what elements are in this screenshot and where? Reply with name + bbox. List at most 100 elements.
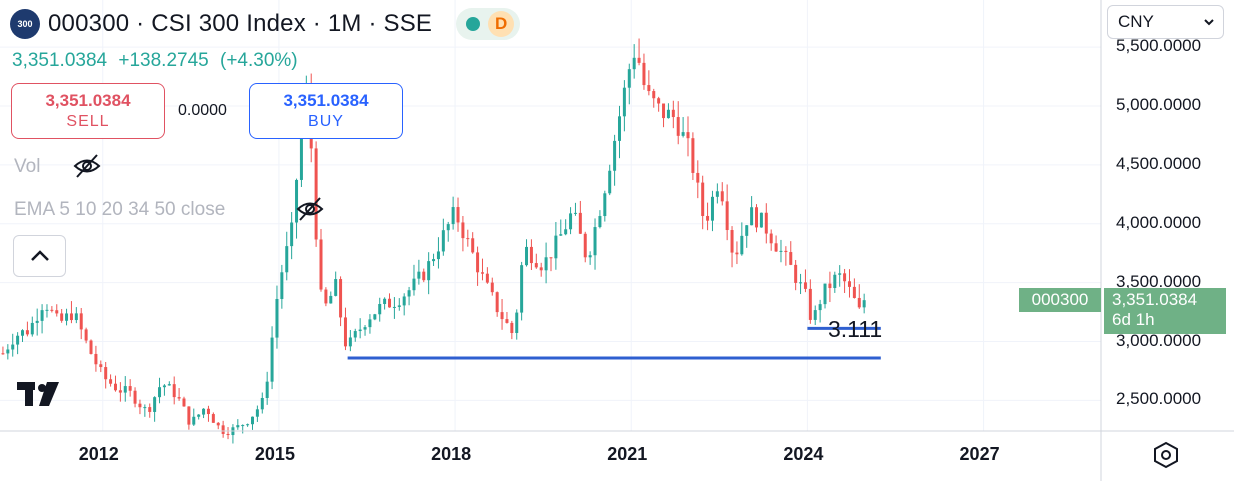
currency-select[interactable]: CNY <box>1107 5 1224 39</box>
candle-body <box>167 384 171 386</box>
candle-body <box>627 69 631 88</box>
candle-body <box>534 263 538 268</box>
candle <box>358 318 362 339</box>
symbol-logo-icon[interactable]: 300 <box>10 9 40 39</box>
candle-body <box>662 103 666 119</box>
data-delay-badge[interactable]: D <box>488 11 515 37</box>
sell-button[interactable]: 3,351.0384 SELL <box>11 83 165 139</box>
sell-label: SELL <box>66 113 110 130</box>
buy-price: 3,351.0384 <box>283 91 369 110</box>
candle <box>99 360 103 373</box>
candle-body <box>735 252 739 255</box>
candle-body <box>177 397 181 399</box>
candle-body <box>505 319 509 323</box>
candle-body <box>226 433 230 436</box>
y-tick-label: 5,500.0000 <box>1116 36 1202 56</box>
candle-body <box>60 313 64 321</box>
candle-body <box>710 196 714 221</box>
candle <box>671 100 675 129</box>
candle-body <box>583 233 587 258</box>
candle <box>838 265 842 287</box>
chart-title[interactable]: 000300 · CSI 300 Index · 1M · SSE <box>48 10 433 37</box>
candle-body <box>255 409 259 417</box>
settings-hexagon-icon[interactable] <box>1152 441 1180 469</box>
candle-body <box>441 230 445 252</box>
candle <box>412 264 416 296</box>
tradingview-logo-icon[interactable] <box>17 380 69 410</box>
candle-body <box>94 353 98 365</box>
candle-body <box>236 425 240 428</box>
eye-off-icon[interactable] <box>72 151 102 181</box>
candle <box>779 239 783 263</box>
y-tick-label: 2,500.0000 <box>1116 389 1202 409</box>
candle <box>510 320 514 340</box>
candle <box>583 231 587 263</box>
candle-body <box>50 309 54 311</box>
candle <box>113 375 117 392</box>
candle-body <box>16 335 20 345</box>
candle <box>662 103 666 128</box>
candle <box>520 261 524 321</box>
candle <box>65 308 69 326</box>
candle-body <box>642 62 646 86</box>
candle-body <box>480 272 484 274</box>
candle-body <box>182 398 186 407</box>
candle <box>578 200 582 234</box>
candle <box>710 190 714 232</box>
candle <box>764 203 768 244</box>
collapse-legend-button[interactable] <box>13 235 66 277</box>
candle-body <box>412 278 416 291</box>
candle <box>441 218 445 256</box>
candle <box>622 80 626 132</box>
candle-body <box>666 109 670 119</box>
candle-body <box>784 250 788 253</box>
status-pill[interactable]: D <box>456 8 521 40</box>
candle-body <box>339 279 343 318</box>
candle <box>89 339 93 355</box>
price-change: +138.2745 <box>118 50 209 71</box>
candle <box>598 210 602 229</box>
candle <box>363 325 367 336</box>
candle <box>500 299 504 330</box>
candle <box>632 44 636 79</box>
eye-off-icon[interactable] <box>295 194 325 224</box>
candle-body <box>358 329 362 332</box>
candle-body <box>818 304 822 311</box>
candle-body <box>632 57 636 70</box>
y-tick-label: 4,000.0000 <box>1116 212 1202 232</box>
candle <box>799 273 803 295</box>
candle <box>407 286 411 306</box>
candle-body <box>265 381 269 398</box>
candle <box>847 269 851 298</box>
candle-body <box>701 182 705 216</box>
volume-indicator-label[interactable]: Vol <box>14 156 41 177</box>
candle-body <box>275 298 279 338</box>
candle-body <box>554 235 558 259</box>
buy-button[interactable]: 3,351.0384 BUY <box>249 83 403 139</box>
candle-body <box>725 201 729 231</box>
candle <box>60 309 64 323</box>
candle-body <box>270 337 274 382</box>
candle-body <box>348 337 352 347</box>
candle-body <box>769 233 773 244</box>
candle <box>696 160 700 199</box>
candle-body <box>529 246 533 264</box>
candle-body <box>383 298 387 305</box>
symbol-price-tag: 000300 <box>1019 288 1101 312</box>
candle-body <box>113 383 117 391</box>
candle-body <box>422 271 426 281</box>
candle <box>202 408 206 419</box>
candle <box>593 218 597 270</box>
candle <box>25 321 29 337</box>
candle <box>794 259 798 291</box>
candle-body <box>608 170 612 194</box>
candle <box>529 239 533 270</box>
candle-body <box>862 300 866 308</box>
candle-body <box>745 225 749 236</box>
ema-indicator-label[interactable]: EMA 5 10 20 34 50 close <box>14 199 226 220</box>
candle <box>177 388 181 401</box>
candle-body <box>691 138 695 173</box>
candle <box>818 299 822 323</box>
candle <box>769 229 773 251</box>
